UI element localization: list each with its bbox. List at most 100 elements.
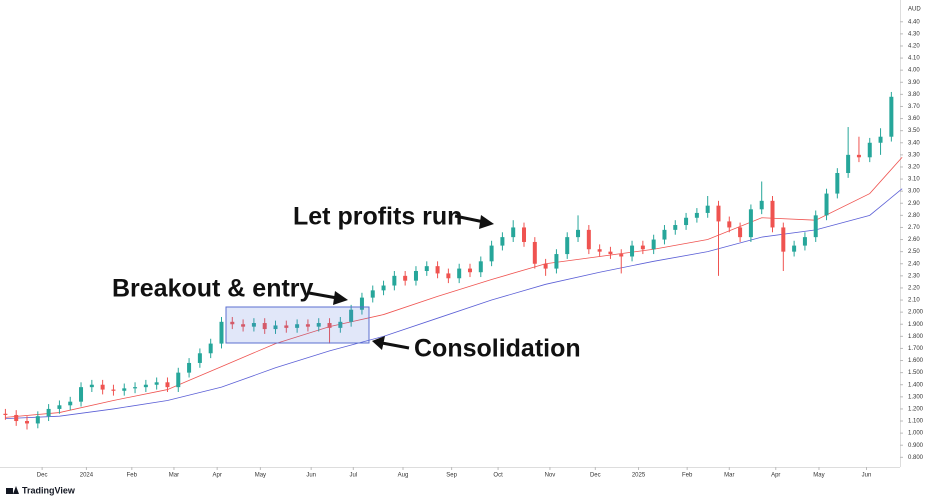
candle-body [478, 261, 483, 273]
candle-body [770, 200, 775, 228]
x-tick-label: Dec [37, 473, 48, 479]
candle-body [673, 225, 678, 230]
y-tick-label: 3.90 [908, 80, 920, 86]
candle-body [446, 273, 451, 279]
y-tick-label: 1.300 [908, 394, 924, 400]
logo: TradingView [6, 485, 76, 495]
y-tick-label: 3.00 [908, 189, 920, 195]
candle-body [532, 241, 537, 264]
annotation: Consolidation [414, 335, 581, 363]
y-tick-label: 3.30 [908, 152, 920, 158]
candle-body [716, 205, 721, 222]
candle-body [305, 324, 310, 327]
y-tick-label: 2.40 [908, 261, 920, 267]
y-tick-label: 3.20 [908, 165, 920, 171]
watermark: TradingView [22, 485, 76, 495]
candle-body [89, 384, 94, 388]
candle-body [856, 154, 861, 158]
candle-body [413, 271, 418, 281]
candle-body [295, 324, 300, 328]
x-tick-label: Jul [349, 473, 357, 479]
candle-body [467, 268, 472, 273]
candle-body [738, 227, 743, 238]
candle-body [802, 237, 807, 246]
y-tick-label: 1.600 [908, 358, 924, 364]
candle-body [846, 154, 851, 174]
x-tick-label: Mar [169, 473, 179, 479]
candle-body [392, 275, 397, 286]
candle-body [230, 321, 235, 325]
candle-body [25, 421, 30, 424]
candle-body [824, 193, 829, 216]
y-tick-label: 1.200 [908, 407, 924, 413]
x-tick-label: Feb [127, 473, 138, 479]
candle-body [370, 290, 375, 298]
candle-body [111, 389, 116, 391]
y-tick-label: 1.800 [908, 334, 924, 340]
currency-label: AUD [908, 7, 921, 13]
candle-body [154, 382, 159, 385]
x-tick-label: Jun [862, 473, 872, 479]
candle-body [597, 249, 602, 252]
y-tick-label: 3.50 [908, 128, 920, 134]
candle-body [122, 388, 127, 391]
y-tick-label: 2.90 [908, 201, 920, 207]
candle-body [208, 343, 213, 354]
x-tick-label: 2024 [80, 473, 94, 479]
y-tick-label: 4.30 [908, 31, 920, 37]
candle-body [543, 263, 548, 269]
y-tick-label: 1.100 [908, 419, 924, 425]
candle-body [68, 401, 73, 406]
moving-average [5, 188, 903, 420]
candle-body [619, 254, 624, 257]
candle-body [554, 254, 559, 269]
candle-body [338, 321, 343, 328]
candle-body [662, 229, 667, 240]
candle-body [241, 324, 246, 327]
y-tick-label: 2.30 [908, 273, 920, 279]
x-tick-label: Jun [306, 473, 316, 479]
candle-body [608, 251, 613, 255]
candle-body [867, 142, 872, 158]
y-tick-label: 3.70 [908, 104, 920, 110]
candle-body [511, 227, 516, 238]
candle-body [640, 245, 645, 250]
candle-body [727, 221, 732, 228]
x-tick-label: Mar [724, 473, 734, 479]
y-tick-label: 2.10 [908, 298, 920, 304]
y-tick-label: 0.900 [908, 443, 924, 449]
candle-body [889, 96, 894, 137]
candle-body [143, 384, 148, 388]
annotation: Let profits run [293, 203, 462, 231]
y-tick-label: 4.20 [908, 44, 920, 50]
y-tick-label: 4.10 [908, 56, 920, 62]
x-tick-label: Apr [212, 473, 221, 479]
candle-body [35, 416, 40, 424]
x-tick-label: Apr [771, 473, 780, 479]
candle-body [219, 321, 224, 344]
y-tick-label: 3.40 [908, 140, 920, 146]
x-tick-label: Sep [446, 473, 457, 479]
candle-body [46, 408, 51, 417]
x-tick-label: Aug [398, 473, 409, 479]
candle-body [381, 285, 386, 291]
y-tick-label: 2.20 [908, 286, 920, 292]
candle-body [327, 323, 332, 328]
candle-body [133, 387, 138, 389]
y-tick-label: 2.70 [908, 225, 920, 231]
y-tick-label: 1.700 [908, 346, 924, 352]
candle-body [694, 212, 699, 218]
candle-body [176, 372, 181, 388]
arrows [308, 214, 494, 350]
candle-body [100, 384, 105, 390]
y-tick-label: 3.10 [908, 177, 920, 183]
y-tick-label: 3.60 [908, 116, 920, 122]
candle-body [14, 414, 19, 422]
candle-body [359, 297, 364, 310]
y-tick-label: 1.900 [908, 322, 924, 328]
y-tick-label: 2.000 [908, 310, 924, 316]
candle-body [403, 275, 408, 281]
candle-body [576, 229, 581, 238]
x-tick-label: Oct [493, 473, 503, 479]
